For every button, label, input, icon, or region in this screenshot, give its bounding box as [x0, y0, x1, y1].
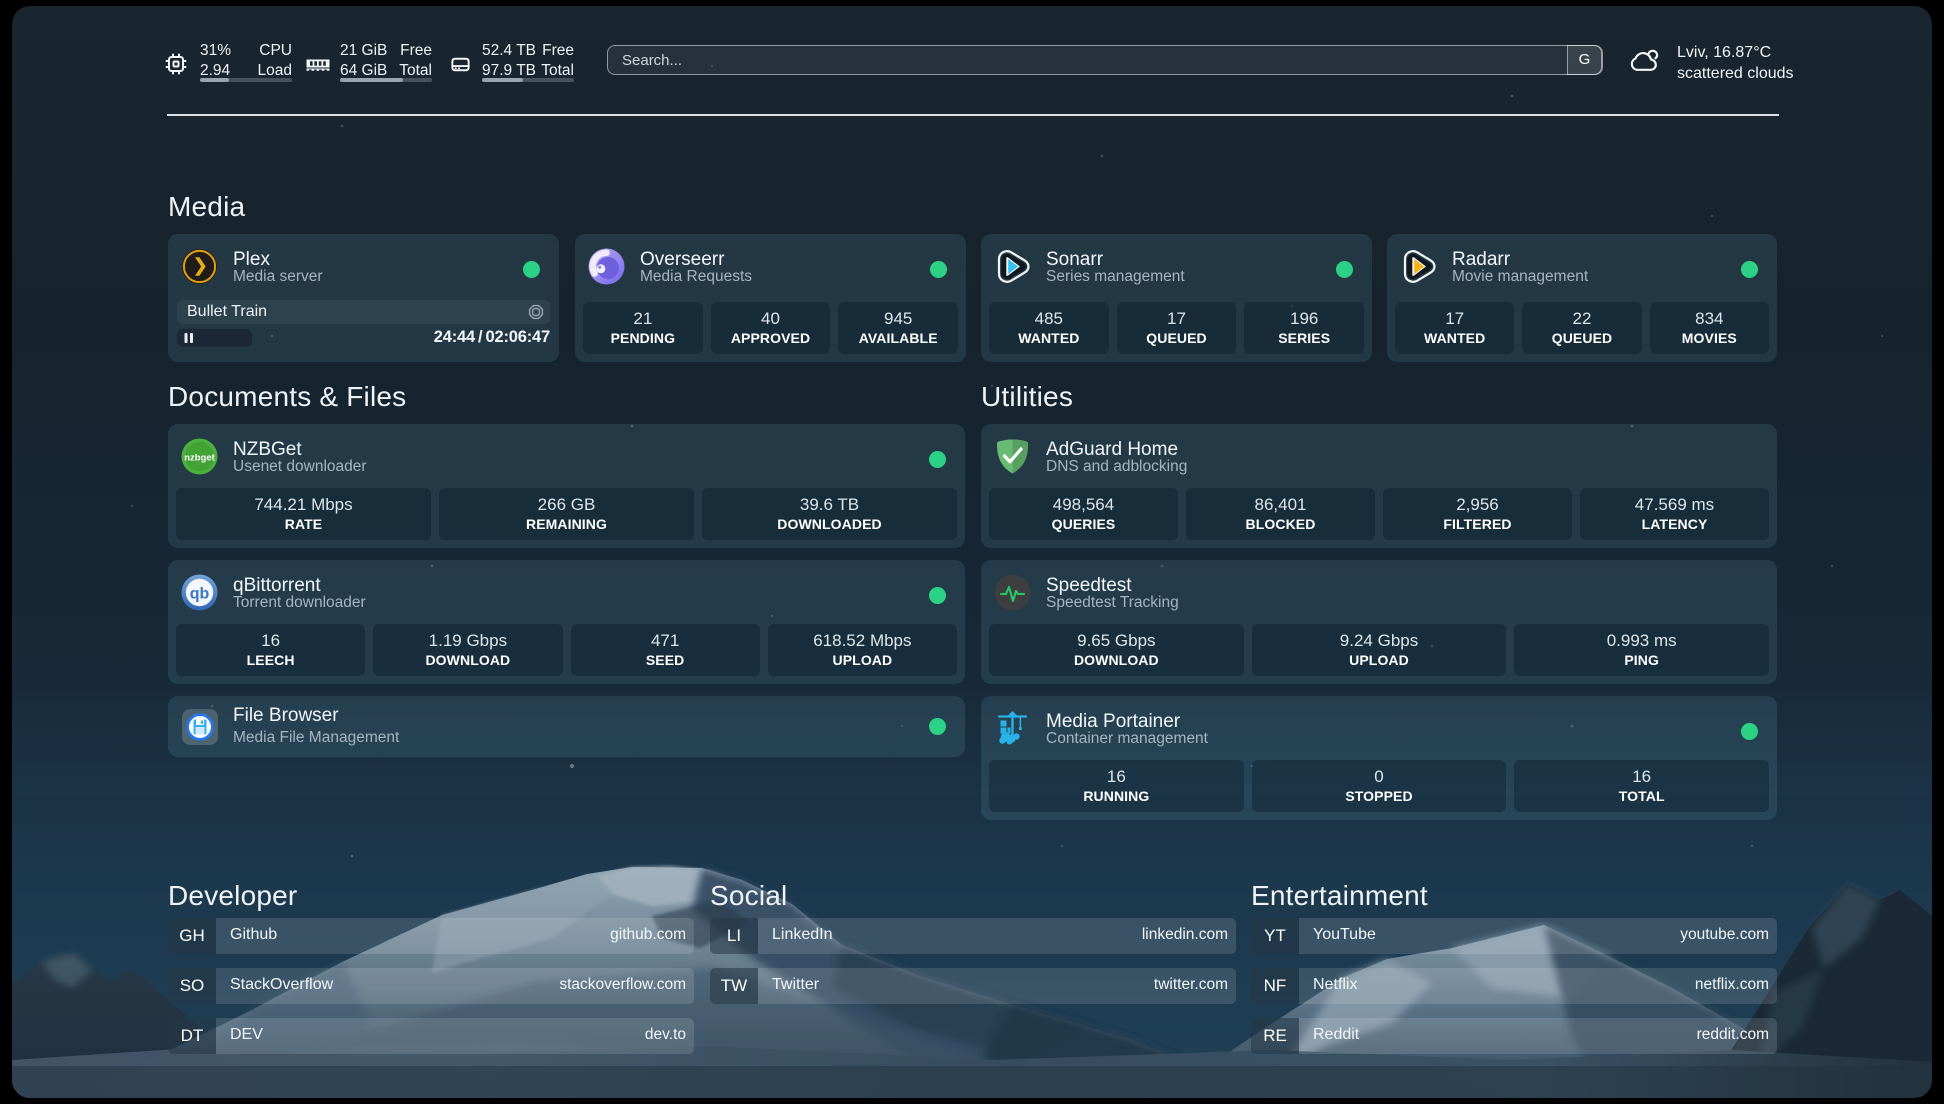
- svg-text:qb: qb: [190, 586, 210, 603]
- svg-text:nzbget: nzbget: [184, 453, 215, 464]
